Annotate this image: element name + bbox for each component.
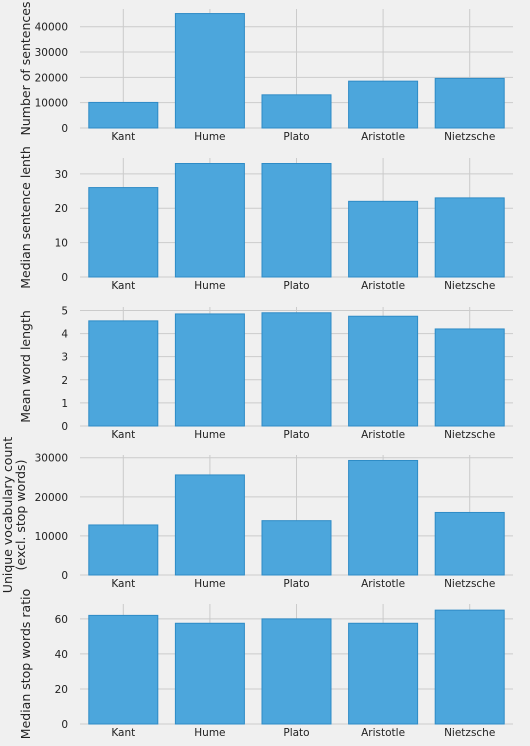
x-tick-label: Plato bbox=[283, 280, 309, 292]
y-tick-label: 0 bbox=[61, 272, 68, 284]
y-axis-label-line: Median sentence lenth bbox=[18, 146, 33, 289]
bar-plato bbox=[261, 94, 332, 129]
x-tick-label: Hume bbox=[194, 727, 225, 739]
subplot-2: 0 10 20 30 Kant Hume Plato Aristotle Nietzsche Me… bbox=[18, 146, 513, 292]
y-axis-label-line: Median stop words ratio bbox=[18, 589, 33, 739]
y-tick-label: 3 bbox=[61, 352, 68, 364]
bar-nietzsche bbox=[434, 328, 505, 427]
bar-hume bbox=[174, 163, 245, 278]
y-axis-label: Number of sentences bbox=[18, 2, 33, 136]
y-axis-label: Unique vocabulary count(excl. stop words… bbox=[0, 437, 28, 594]
bar-nietzsche bbox=[434, 77, 505, 129]
bar-plato bbox=[261, 520, 332, 576]
x-tick-label: Kant bbox=[111, 429, 135, 441]
y-axis-label: Median sentence lenth bbox=[18, 146, 33, 289]
x-tick-label: Plato bbox=[283, 429, 309, 441]
x-tick-label: Nietzsche bbox=[444, 131, 495, 143]
y-tick-label: 0 bbox=[61, 123, 68, 135]
y-tick-label: 0 bbox=[61, 570, 68, 582]
x-tick-label: Aristotle bbox=[361, 727, 405, 739]
bar-kant bbox=[88, 320, 159, 427]
x-tick-label: Kant bbox=[111, 727, 135, 739]
y-axis-label-line: (excl. stop words) bbox=[13, 460, 28, 571]
y-tick-label: 20000 bbox=[35, 492, 68, 504]
y-axis-label-line: Number of sentences bbox=[18, 2, 33, 136]
y-tick-label: 30 bbox=[55, 169, 68, 181]
y-tick-label: 30000 bbox=[35, 47, 68, 59]
y-tick-label: 20 bbox=[55, 684, 68, 696]
subplot-1: 0 10000 20000 30000 40000 Kant Hume Plato Aristo… bbox=[18, 2, 513, 143]
y-tick-label: 2 bbox=[61, 375, 68, 387]
bar-nietzsche bbox=[434, 609, 505, 725]
bar-nietzsche bbox=[434, 197, 505, 278]
y-tick-label: 60 bbox=[55, 614, 68, 626]
bar-nietzsche bbox=[434, 511, 505, 576]
x-tick-label: Aristotle bbox=[361, 429, 405, 441]
bar-aristotle bbox=[348, 200, 419, 278]
subplot-3: 0 1 2 3 4 5 Kant Hume Plato Aristotle Nietzsche Mea… bbox=[18, 305, 513, 441]
y-tick-label: 4 bbox=[61, 329, 68, 341]
bar-plato bbox=[261, 163, 332, 278]
bar-hume bbox=[174, 474, 245, 576]
x-tick-label: Plato bbox=[283, 727, 309, 739]
y-axis-label: Mean word length bbox=[18, 310, 33, 423]
y-tick-label: 0 bbox=[61, 719, 68, 731]
bar-aristotle bbox=[348, 80, 419, 129]
y-tick-label: 10 bbox=[55, 238, 68, 250]
x-tick-label: Hume bbox=[194, 131, 225, 143]
bar-aristotle bbox=[348, 459, 419, 576]
y-tick-label: 10000 bbox=[35, 531, 68, 543]
y-axis-label: Median stop words ratio bbox=[18, 589, 33, 739]
y-tick-label: 20000 bbox=[35, 72, 68, 84]
bar-plato bbox=[261, 312, 332, 427]
x-tick-label: Nietzsche bbox=[444, 578, 495, 590]
x-tick-label: Plato bbox=[283, 131, 309, 143]
y-tick-label: 0 bbox=[61, 421, 68, 433]
bar-hume bbox=[174, 313, 245, 427]
y-tick-label: 20 bbox=[55, 203, 68, 215]
y-tick-label: 5 bbox=[61, 305, 68, 317]
y-tick-label: 40000 bbox=[35, 22, 68, 34]
y-tick-label: 30000 bbox=[35, 453, 68, 465]
x-tick-label: Hume bbox=[194, 578, 225, 590]
bar-aristotle bbox=[348, 622, 419, 725]
bar-kant bbox=[88, 524, 159, 576]
bar-hume bbox=[174, 13, 245, 129]
y-tick-label: 1 bbox=[61, 398, 68, 410]
x-tick-label: Aristotle bbox=[361, 280, 405, 292]
x-tick-label: Kant bbox=[111, 280, 135, 292]
x-tick-label: Hume bbox=[194, 280, 225, 292]
x-tick-label: Kant bbox=[111, 578, 135, 590]
subplot-4: 0 10000 20000 30000 Kant Hume Plato Aristotle Ni… bbox=[0, 437, 513, 594]
x-tick-label: Hume bbox=[194, 429, 225, 441]
x-tick-label: Nietzsche bbox=[444, 727, 495, 739]
y-tick-label: 40 bbox=[55, 649, 68, 661]
y-axis-label-line: Mean word length bbox=[18, 310, 33, 423]
x-tick-label: Plato bbox=[283, 578, 309, 590]
x-tick-label: Aristotle bbox=[361, 131, 405, 143]
bar-aristotle bbox=[348, 315, 419, 427]
x-tick-label: Nietzsche bbox=[444, 429, 495, 441]
subplot-5: 0 20 40 60 Kant Hume Plato Aristotle Nietzsche Me… bbox=[18, 589, 513, 739]
bar-kant bbox=[88, 101, 159, 129]
x-tick-label: Nietzsche bbox=[444, 280, 495, 292]
y-tick-label: 10000 bbox=[35, 98, 68, 110]
y-axis-label-line: Unique vocabulary count bbox=[0, 437, 15, 594]
bar-kant bbox=[88, 187, 159, 278]
bar-hume bbox=[174, 622, 245, 725]
bar-kant bbox=[88, 614, 159, 725]
x-tick-label: Aristotle bbox=[361, 578, 405, 590]
bar-plato bbox=[261, 618, 332, 725]
x-tick-label: Kant bbox=[111, 131, 135, 143]
